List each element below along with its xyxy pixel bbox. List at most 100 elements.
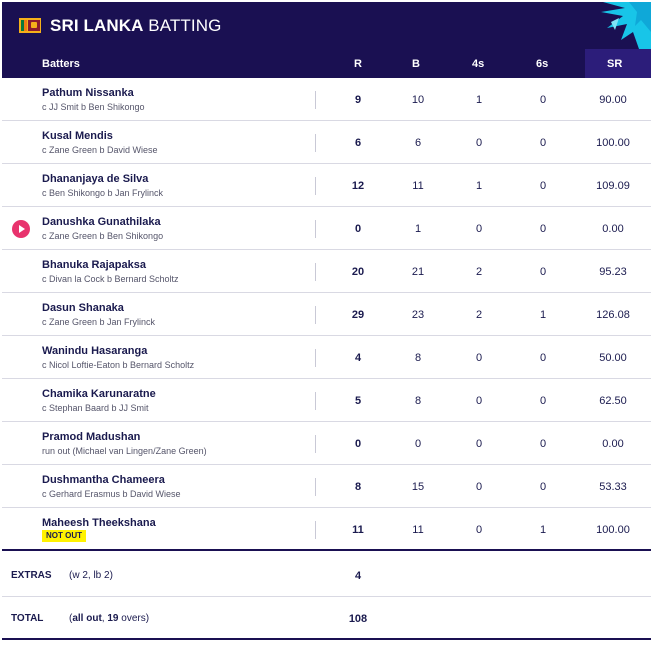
fours-column-header: 4s: [472, 58, 485, 70]
strike-rate-value: 126.08: [596, 309, 630, 321]
balls-value: 6: [414, 137, 422, 149]
column-divider: [315, 91, 316, 109]
extras-row: EXTRAS (w 2, lb 2) 4: [2, 554, 651, 597]
balls-value: 10: [411, 94, 425, 106]
strike-rate-value: 100.00: [596, 137, 630, 149]
runs-value: 12: [351, 180, 365, 192]
dismissal-text: c Zane Green b Ben Shikongo: [42, 231, 164, 241]
runs-value: 29: [351, 309, 365, 321]
runs-value: 8: [354, 481, 362, 493]
fours-value: 0: [475, 438, 483, 450]
strike-rate-value: 53.33: [599, 481, 627, 493]
total-detail: (all out, 19 overs): [69, 613, 149, 624]
fours-value: 0: [475, 137, 483, 149]
batter-row[interactable]: Kusal Mendis c Zane Green b David Wiese …: [2, 121, 651, 164]
sixes-value: 1: [539, 309, 547, 321]
balls-value: 15: [411, 481, 425, 493]
batter-row[interactable]: Chamika Karunaratne c Stephan Baard b JJ…: [2, 379, 651, 422]
batter-row[interactable]: Danushka Gunathilaka c Zane Green b Ben …: [2, 207, 651, 250]
strike-rate-value: 0.00: [602, 438, 624, 450]
batter-name[interactable]: Kusal Mendis: [42, 130, 113, 142]
batter-name[interactable]: Wanindu Hasaranga: [42, 345, 148, 357]
extras-detail: (w 2, lb 2): [69, 570, 113, 581]
batter-row[interactable]: Maheesh Theekshana NOT OUT 11 11 0 1 100…: [2, 508, 651, 551]
batter-name[interactable]: Chamika Karunaratne: [42, 388, 156, 400]
balls-value: 23: [411, 309, 425, 321]
column-divider: [315, 392, 316, 410]
sixes-value: 0: [539, 180, 547, 192]
sr-header-cell: [585, 49, 651, 78]
sixes-value: 0: [539, 481, 547, 493]
dismissal-text: c Zane Green b Jan Frylinck: [42, 317, 156, 327]
dismissal-text: c Divan la Cock b Bernard Scholtz: [42, 274, 179, 284]
batter-name[interactable]: Maheesh Theekshana: [42, 517, 156, 529]
strike-rate-value: 62.50: [599, 395, 627, 407]
sixes-value: 1: [539, 524, 547, 536]
column-divider: [315, 263, 316, 281]
column-header-row: Batters R B 4s 6s SR: [2, 49, 651, 78]
balls-value: 1: [414, 223, 422, 235]
balls-value: 21: [411, 266, 425, 278]
sixes-value: 0: [539, 438, 547, 450]
batters-column-header: Batters: [42, 58, 80, 70]
play-icon[interactable]: [12, 220, 30, 238]
strike-rate-value: 0.00: [602, 223, 624, 235]
batter-row[interactable]: Bhanuka Rajapaksa c Divan la Cock b Bern…: [2, 250, 651, 293]
fours-value: 0: [475, 395, 483, 407]
sixes-value: 0: [539, 223, 547, 235]
runs-value: 0: [354, 223, 362, 235]
runs-value: 5: [354, 395, 362, 407]
column-divider: [315, 134, 316, 152]
batter-name[interactable]: Danushka Gunathilaka: [42, 216, 161, 228]
runs-value: 9: [354, 94, 362, 106]
batter-name[interactable]: Dushmantha Chameera: [42, 474, 165, 486]
dismissal-text: run out (Michael van Lingen/Zane Green): [42, 446, 207, 456]
scorecard-title-bar: SRI LANKA BATTING: [2, 2, 651, 49]
balls-value: 0: [414, 438, 422, 450]
batter-row[interactable]: Wanindu Hasaranga c Nicol Loftie-Eaton b…: [2, 336, 651, 379]
sixes-value: 0: [539, 137, 547, 149]
total-all-out: all out: [72, 613, 102, 624]
runs-value: 4: [354, 352, 362, 364]
batter-row[interactable]: Dhananjaya de Silva c Ben Shikongo b Jan…: [2, 164, 651, 207]
batter-name[interactable]: Pramod Madushan: [42, 431, 141, 443]
sr-column-header: SR: [607, 58, 623, 70]
total-overs-label: overs): [118, 613, 150, 624]
column-divider: [315, 349, 316, 367]
batter-name[interactable]: Pathum Nissanka: [42, 87, 134, 99]
sixes-value: 0: [539, 395, 547, 407]
fours-value: 0: [475, 352, 483, 364]
batter-row[interactable]: Dasun Shanaka c Zane Green b Jan Frylinc…: [2, 293, 651, 336]
balls-value: 11: [412, 524, 424, 536]
column-divider: [315, 177, 316, 195]
extras-label: EXTRAS: [11, 570, 52, 581]
total-row: TOTAL (all out, 19 overs) 108: [2, 597, 651, 640]
title-suffix: BATTING: [148, 16, 222, 35]
total-overs: 19: [107, 613, 119, 624]
balls-column-header: B: [412, 58, 420, 70]
fours-value: 0: [475, 481, 483, 493]
total-label: TOTAL: [11, 613, 44, 624]
batter-row[interactable]: Pathum Nissanka c JJ Smit b Ben Shikongo…: [2, 78, 651, 121]
batter-name[interactable]: Dasun Shanaka: [42, 302, 124, 314]
batter-row[interactable]: Pramod Madushan run out (Michael van Lin…: [2, 422, 651, 465]
fours-value: 1: [475, 180, 483, 192]
total-open-paren: (: [69, 613, 73, 624]
batter-name[interactable]: Bhanuka Rajapaksa: [42, 259, 146, 271]
runs-value: 11: [352, 524, 364, 536]
fours-value: 2: [475, 309, 483, 321]
sri-lanka-flag-icon: [19, 18, 41, 33]
batter-name[interactable]: Dhananjaya de Silva: [42, 173, 149, 185]
extras-value: 4: [354, 570, 362, 582]
batter-row[interactable]: Dushmantha Chameera c Gerhard Erasmus b …: [2, 465, 651, 508]
strike-rate-value: 109.09: [596, 180, 630, 192]
fours-value: 0: [475, 524, 483, 536]
dismissal-text: c Nicol Loftie-Eaton b Bernard Scholtz: [42, 360, 195, 370]
not-out-badge: NOT OUT: [42, 530, 86, 542]
sixes-value: 0: [539, 266, 547, 278]
runs-column-header: R: [354, 58, 362, 70]
scorecard-title: SRI LANKA BATTING: [50, 16, 221, 36]
fours-value: 2: [475, 266, 483, 278]
column-divider: [315, 306, 316, 324]
